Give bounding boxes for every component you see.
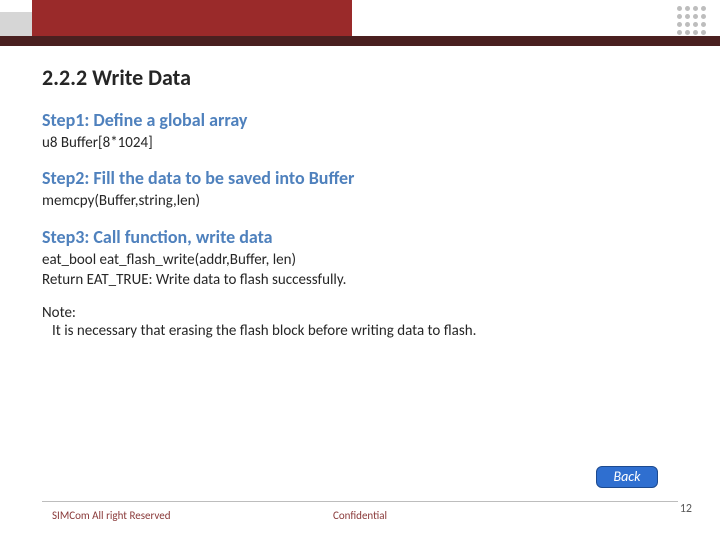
note-label: Note:: [42, 304, 680, 322]
section-title: 2.2.2 Write Data: [42, 64, 680, 91]
decor-dark-line: [0, 36, 720, 46]
step3-body: eat_bool eat_flash_write(addr,Buffer, le…: [42, 250, 680, 291]
step1-body: u8 Buffer[8*1024]: [42, 133, 680, 153]
back-button[interactable]: Back: [596, 466, 658, 488]
page-number: 12: [680, 502, 692, 516]
footer-center-text: Confidential: [0, 509, 720, 522]
decor-red-bar: [32, 0, 352, 36]
step2-heading: Step2: Fill the data to be saved into Bu…: [42, 167, 680, 189]
note-body: It is necessary that erasing the flash b…: [42, 322, 680, 340]
decor-dots-grid: [677, 6, 706, 35]
step1-heading: Step1: Define a global array: [42, 109, 680, 131]
step3-heading: Step3: Call function, write data: [42, 226, 680, 248]
content-area: 2.2.2 Write Data Step1: Define a global …: [42, 64, 680, 340]
step2-body: memcpy(Buffer,string,len): [42, 191, 680, 211]
footer-divider: [42, 501, 678, 502]
